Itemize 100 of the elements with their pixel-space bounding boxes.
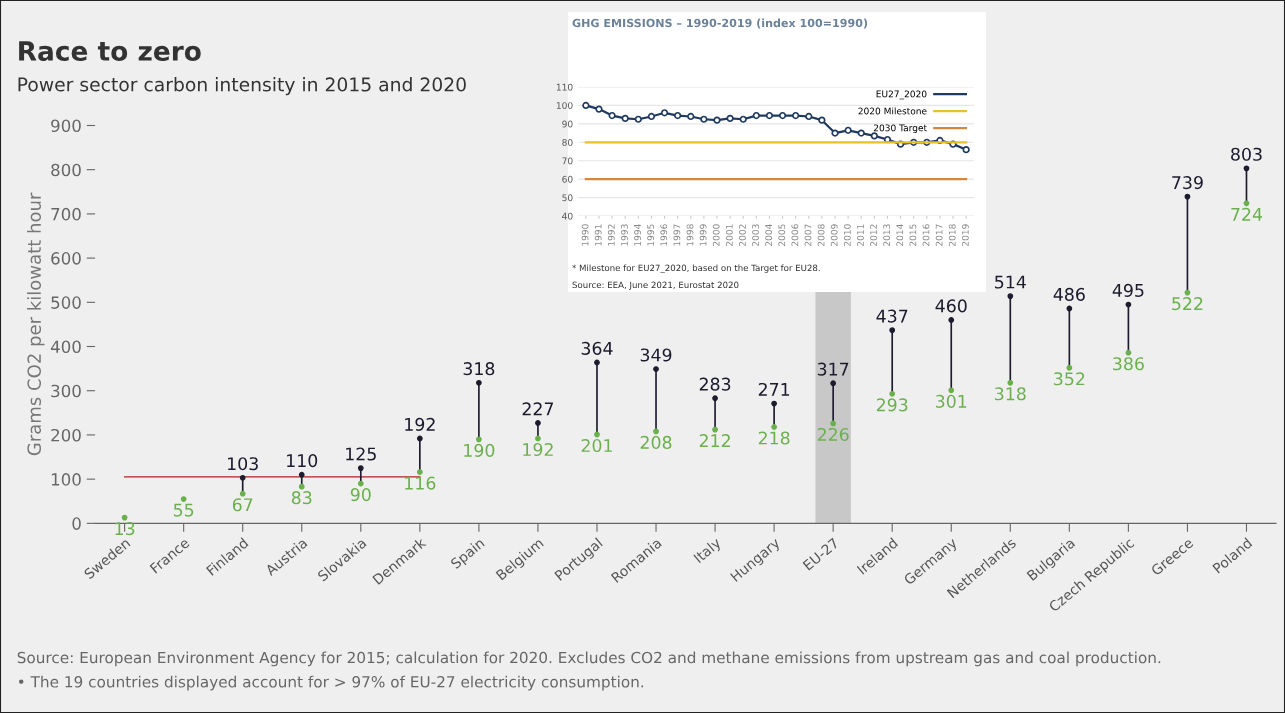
point [1243, 165, 1250, 172]
x-tick-label: 2015 [909, 224, 917, 246]
point [416, 469, 423, 475]
y-tick-label: 80 [562, 139, 573, 146]
data-label: 803 [1231, 147, 1262, 161]
point [475, 379, 482, 386]
x-tick-label: 2013 [883, 224, 891, 246]
y-tick-label: 400 [50, 340, 81, 354]
data-label: 437 [876, 309, 908, 323]
x-tick-label: 1997 [673, 224, 681, 246]
data-label: 13 [115, 522, 135, 536]
data-label: 90 [350, 488, 371, 502]
x-tick-label: 2011 [857, 224, 864, 246]
chart-title: GHG EMISSIONS – 1990-2019 (index 100=1990) [572, 18, 868, 29]
y-tick-label: 700 [51, 207, 81, 221]
x-tick-label: 1996 [660, 224, 668, 246]
data-label: 352 [1054, 372, 1085, 386]
point [475, 436, 482, 443]
y-tick-label: 300 [51, 384, 81, 398]
point [298, 483, 305, 490]
data-label: 486 [1053, 287, 1085, 301]
data-label: 212 [699, 434, 730, 447]
y-tick-label: 200 [51, 428, 81, 442]
y-tick-label: 70 [562, 157, 573, 165]
x-tick-label: 2016 [922, 224, 930, 246]
source-note: Source: European Environment Agency for 2015; calculation for 2020. Excludes CO2 and methane emissions from upstream gas and coal production. [17, 651, 1161, 667]
point [535, 435, 541, 442]
point [870, 132, 878, 140]
y-tick-label: 90 [562, 120, 573, 128]
point [712, 395, 718, 402]
data-label: 386 [1113, 357, 1144, 371]
data-label: 349 [640, 348, 672, 362]
point [594, 359, 600, 366]
y-tick-label: 110 [556, 83, 573, 91]
x-tick-label: 1991 [594, 224, 602, 246]
point [771, 424, 778, 430]
point [121, 514, 128, 521]
point [357, 465, 364, 471]
point [713, 116, 721, 124]
data-label: 125 [346, 447, 376, 461]
point [595, 105, 603, 113]
point [712, 426, 718, 433]
point [1066, 305, 1073, 312]
x-tick-label: 2008 [817, 224, 825, 246]
point [653, 428, 659, 435]
point [805, 112, 813, 121]
point [889, 390, 896, 397]
data-label: 227 [522, 402, 554, 416]
y-tick-label: 600 [51, 252, 81, 265]
legend-label: 2020 Milestone [858, 107, 927, 115]
x-tick-label: 1999 [699, 224, 707, 246]
point [889, 327, 896, 334]
point [621, 114, 629, 122]
chart-title: Race to zero [19, 41, 201, 61]
point [660, 109, 669, 117]
y-tick-label: 60 [562, 175, 573, 183]
x-tick-label: 2006 [791, 224, 799, 246]
point [1125, 301, 1132, 308]
x-tick-label: 1993 [621, 224, 628, 246]
point [1066, 364, 1073, 371]
point [765, 111, 774, 120]
point [1243, 200, 1250, 207]
point [608, 111, 616, 120]
data-label: 55 [173, 503, 194, 517]
point [962, 146, 970, 154]
point [1184, 289, 1191, 296]
point [948, 387, 955, 394]
text: • The 19 countries displayed account for > 97% of EU-27 electricity consumption. [18, 675, 644, 691]
data-label: 67 [232, 498, 253, 512]
x-tick-label: 1990 [581, 224, 589, 246]
point [239, 474, 246, 481]
data-label: 208 [640, 435, 672, 449]
data-label: 103 [228, 457, 258, 471]
point [1007, 379, 1014, 386]
point [818, 116, 826, 124]
x-tick-label: 1998 [686, 224, 694, 246]
data-label: 495 [1112, 283, 1144, 297]
data-label: 514 [995, 275, 1026, 289]
point [1007, 293, 1014, 300]
legend-label: EU27_2020 [876, 90, 927, 100]
point [357, 480, 364, 487]
y-tick-label: 40 [562, 212, 573, 220]
x-tick-label: 2009 [830, 224, 838, 246]
data-label: 460 [935, 299, 967, 313]
data-label: 110 [287, 454, 318, 468]
x-tick-label: 2000 [712, 224, 720, 246]
legend-label: 2030 Target [873, 124, 927, 134]
point [1184, 193, 1191, 200]
data-label: 218 [758, 431, 790, 445]
annotation: Source: EEA, June 2021, Eurostat 2020 [572, 281, 739, 290]
data-label: 318 [995, 387, 1026, 401]
point [298, 471, 305, 478]
data-label: 318 [463, 362, 495, 376]
data-label: 522 [1172, 297, 1203, 311]
x-tick-label: 2012 [870, 224, 877, 246]
point [535, 420, 541, 426]
x-tick-label: 2005 [778, 224, 786, 246]
x-tick-label: 2010 [843, 224, 851, 246]
point [653, 366, 659, 372]
data-label: 724 [1231, 207, 1263, 221]
